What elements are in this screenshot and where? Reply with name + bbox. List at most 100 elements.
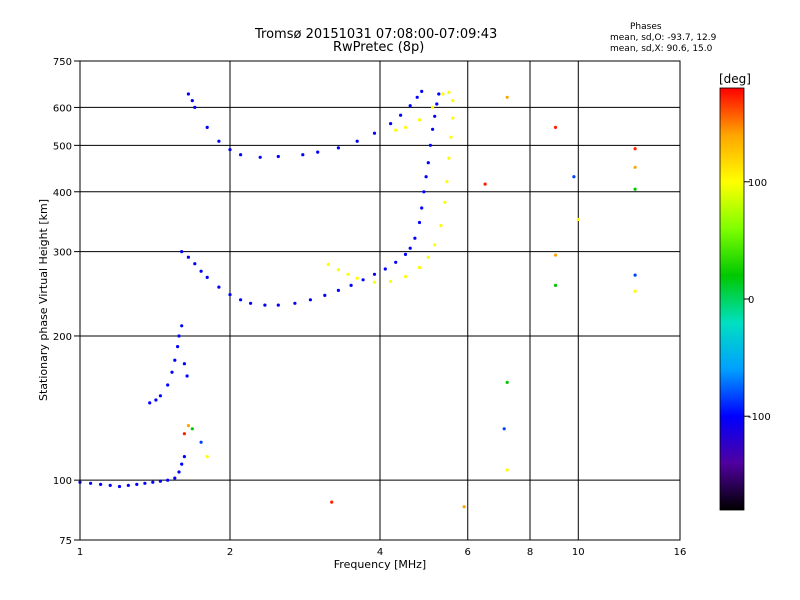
- grid-lines: [80, 61, 680, 540]
- y-axis: 75 100 200 300 400 500 600 750: [53, 57, 80, 547]
- data-point: [422, 190, 426, 194]
- data-point: [372, 280, 377, 284]
- phase-stats-x: mean, sd,X: 90.6, 15.0: [610, 44, 713, 54]
- y-tick-label: 75: [59, 536, 72, 547]
- data-point: [417, 118, 422, 122]
- x-tick-label: 6: [465, 547, 471, 558]
- data-point: [151, 480, 155, 484]
- data-point: [433, 114, 437, 118]
- data-point: [180, 324, 184, 328]
- data-point: [228, 148, 232, 152]
- colorbar: [719, 87, 745, 511]
- data-point: [408, 104, 412, 108]
- data-point: [99, 482, 103, 486]
- data-point: [182, 432, 186, 436]
- data-point: [330, 500, 334, 504]
- data-point: [413, 236, 417, 240]
- chart-subtitle: RwPretec (8p): [333, 40, 425, 55]
- data-point: [383, 267, 387, 271]
- data-point: [336, 146, 340, 150]
- data-point: [239, 298, 243, 302]
- data-point: [249, 301, 253, 305]
- data-point: [403, 252, 408, 256]
- data-point: [186, 92, 190, 96]
- data-point: [166, 383, 170, 387]
- data-point: [483, 182, 487, 186]
- data-point: [355, 139, 359, 143]
- data-point: [451, 99, 455, 103]
- data-point: [394, 128, 398, 132]
- data-point: [326, 262, 330, 267]
- data-point: [89, 481, 93, 485]
- data-point: [217, 139, 221, 143]
- x-axis-label: Frequency [MHz]: [334, 558, 426, 571]
- x-tick-label: 8: [527, 547, 533, 558]
- data-point: [108, 483, 112, 487]
- data-point: [633, 289, 637, 293]
- phase-stats-header: Phases: [630, 22, 662, 32]
- data-point: [173, 358, 177, 362]
- data-point: [420, 89, 424, 93]
- data-point: [553, 253, 558, 257]
- phase-stats-o: mean, sd,O: -93.7, 12.9: [610, 33, 717, 43]
- data-point: [323, 293, 327, 297]
- data-point: [505, 380, 509, 384]
- data-point: [420, 206, 424, 210]
- y-tick-label: 600: [53, 103, 72, 114]
- data-point: [185, 374, 189, 378]
- data-point: [177, 470, 181, 474]
- y-tick-label: 200: [53, 332, 72, 343]
- data-point: [205, 455, 209, 459]
- data-point: [190, 99, 194, 103]
- data-point: [372, 272, 377, 276]
- y-tick-label: 100: [53, 476, 72, 487]
- data-point: [186, 255, 190, 259]
- data-point: [426, 255, 430, 259]
- data-point: [293, 301, 297, 305]
- data-point: [417, 220, 422, 225]
- data-point: [633, 165, 637, 169]
- data-point: [576, 217, 580, 222]
- data-point: [447, 156, 451, 160]
- x-tick-label: 4: [377, 547, 383, 558]
- data-point: [263, 303, 267, 307]
- data-point: [180, 462, 184, 466]
- data-point: [451, 116, 455, 120]
- data-point: [316, 150, 320, 154]
- data-point: [433, 243, 437, 247]
- data-point: [182, 455, 186, 459]
- data-point: [193, 262, 197, 266]
- y-axis-label: Stationary phase Virtual Height [km]: [37, 199, 50, 401]
- data-point: [349, 283, 353, 287]
- data-point: [462, 505, 466, 509]
- x-axis: 1 2 4 6 8 10 16: [77, 547, 687, 558]
- data-point: [505, 95, 509, 99]
- colorbar-ticks: 100 0 -100: [744, 178, 771, 423]
- data-point: [117, 484, 122, 489]
- data-point: [205, 275, 209, 279]
- colorbar-tick-label: 100: [748, 178, 767, 189]
- data-point: [441, 92, 445, 96]
- data-point: [158, 479, 162, 483]
- x-tick-label: 2: [227, 547, 233, 558]
- data-point: [148, 401, 152, 405]
- data-point: [193, 105, 197, 109]
- data-point: [205, 125, 209, 129]
- data-point: [217, 285, 221, 289]
- data-point: [439, 224, 443, 228]
- data-point: [389, 279, 393, 283]
- data-point: [437, 92, 441, 96]
- data-point: [199, 269, 203, 273]
- data-point: [502, 427, 506, 431]
- data-point: [403, 275, 408, 279]
- data-point: [166, 478, 170, 482]
- x-tick-label: 1: [77, 547, 83, 558]
- plot-frame: [79, 60, 681, 541]
- colorbar-label: [deg]: [719, 72, 751, 86]
- data-point: [154, 398, 158, 402]
- data-points: [78, 89, 637, 509]
- data-point: [228, 293, 232, 297]
- data-point: [431, 127, 435, 131]
- data-point: [572, 175, 576, 179]
- data-point: [355, 276, 359, 280]
